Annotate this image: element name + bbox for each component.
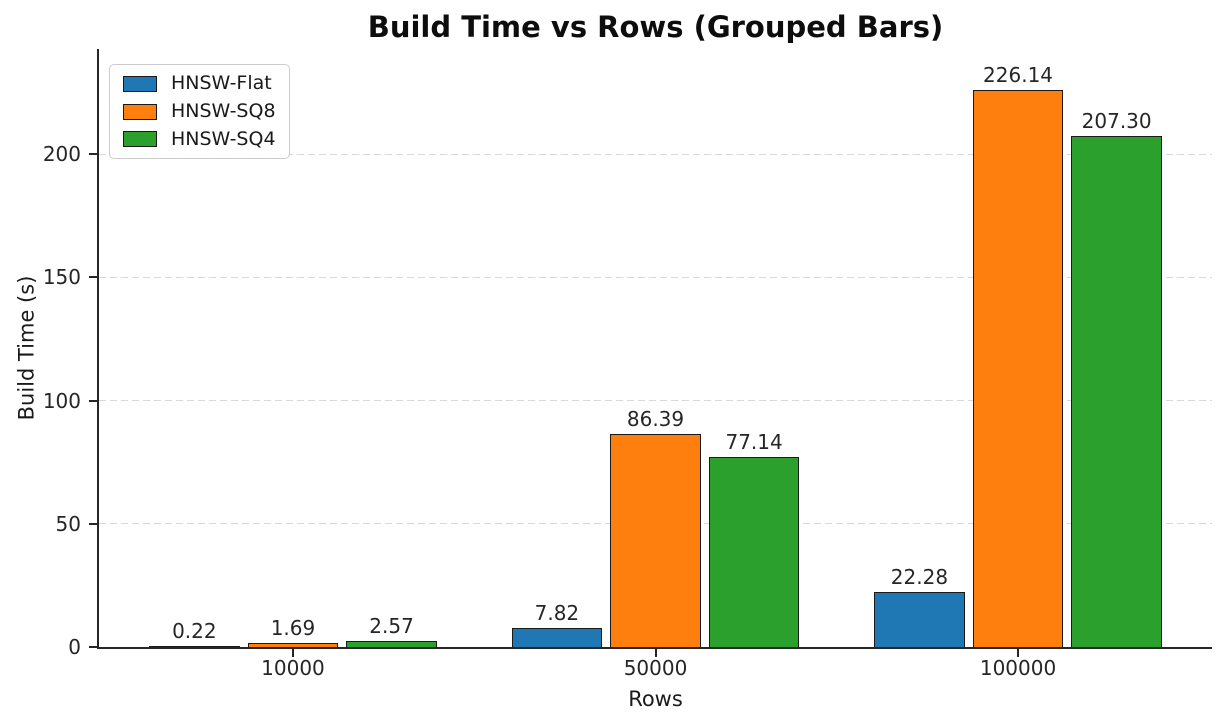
- x-axis-label: Rows: [628, 687, 683, 711]
- bar-hnsw-flat-50000: [511, 627, 603, 647]
- x-tick-mark: [291, 649, 294, 657]
- legend-item: HNSW-SQ8: [123, 100, 276, 124]
- gridline: [99, 153, 1212, 155]
- x-tick-label: 10000: [261, 656, 325, 680]
- legend-label: HNSW-SQ4: [171, 127, 276, 150]
- bar-hnsw-sq4-100000: [1071, 136, 1162, 647]
- y-tick-label: 150: [42, 265, 81, 290]
- bar-hnsw-sq4-50000: [708, 456, 800, 647]
- bar-hnsw-sq8-100000: [972, 89, 1064, 647]
- y-tick-label: 100: [42, 388, 81, 413]
- bar-value-label: 2.57: [369, 613, 414, 638]
- legend-item: HNSW-Flat: [123, 72, 276, 96]
- legend-label: HNSW-SQ8: [171, 99, 276, 122]
- bar-value-label: 0.22: [172, 619, 217, 643]
- legend: HNSW-Flat HNSW-SQ8 HNSW-SQ4: [109, 64, 290, 160]
- bar-value-label: 226.14: [983, 62, 1054, 87]
- chart-title: Build Time vs Rows (Grouped Bars): [367, 10, 944, 44]
- bar-value-label: 86.39: [626, 407, 685, 432]
- bar-hnsw-sq8-50000: [610, 434, 701, 647]
- legend-item: HNSW-SQ4: [123, 128, 276, 152]
- y-tick-label: 50: [55, 511, 81, 536]
- bar-value-label: 77.14: [725, 429, 783, 454]
- plot-area: HNSW-Flat HNSW-SQ8 HNSW-SQ4 0 50 100 150 200…: [43, 49, 1212, 678]
- legend-swatch-hnsw-sq8: [123, 103, 157, 120]
- x-tick-label: 50000: [623, 656, 688, 680]
- y-tick-mark: [89, 276, 97, 279]
- y-tick-mark: [89, 399, 97, 402]
- legend-swatch-hnsw-flat: [123, 75, 157, 92]
- y-tick-label: 200: [42, 142, 81, 166]
- bar-value-label: 1.69: [270, 615, 316, 640]
- gridline: [99, 276, 1212, 278]
- legend-swatch-hnsw-sq4: [123, 131, 157, 148]
- y-axis-label: Build Time (s): [14, 275, 39, 421]
- bar-value-label: 7.82: [534, 600, 580, 625]
- y-tick-label: 0: [68, 635, 81, 659]
- bar-hnsw-flat-100000: [874, 592, 965, 647]
- x-tick-mark: [1017, 649, 1020, 657]
- x-tick-label: 100000: [979, 656, 1057, 680]
- legend-label: HNSW-Flat: [171, 72, 272, 94]
- x-tick-mark: [654, 649, 657, 657]
- y-tick-mark: [89, 646, 97, 648]
- bar-value-label: 22.28: [890, 565, 949, 590]
- bar-hnsw-flat-10000: [149, 646, 240, 647]
- y-tick-mark: [89, 522, 97, 525]
- bar-value-label: 207.30: [1081, 109, 1152, 134]
- bar-hnsw-sq4-10000: [346, 640, 437, 647]
- y-tick-mark: [89, 153, 97, 155]
- gridline: [99, 400, 1212, 401]
- bar-hnsw-sq8-10000: [247, 642, 339, 647]
